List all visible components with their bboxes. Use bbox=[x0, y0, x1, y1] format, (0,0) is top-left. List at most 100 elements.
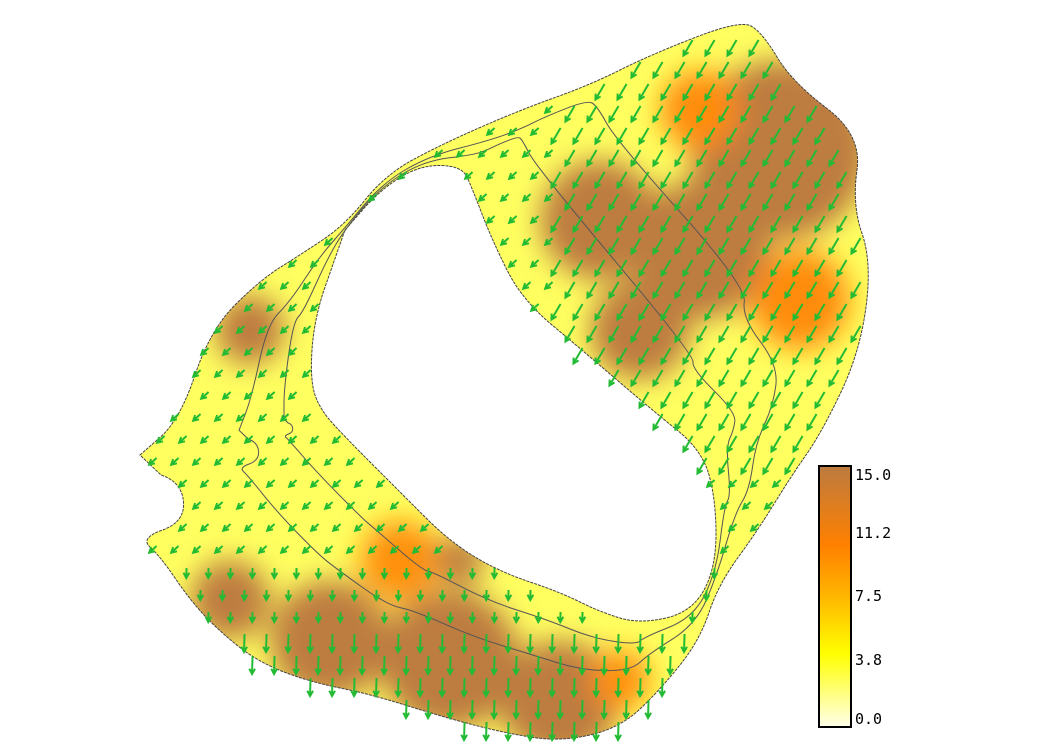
arrow-icon bbox=[658, 633, 666, 655]
arrow-icon bbox=[358, 611, 367, 625]
arrow-icon bbox=[265, 479, 276, 489]
arrow-icon bbox=[248, 567, 257, 581]
arrow-icon bbox=[616, 259, 628, 278]
arrow-icon bbox=[353, 479, 364, 489]
arrow-icon bbox=[674, 193, 686, 212]
arrow-icon bbox=[240, 589, 249, 603]
arrow-icon bbox=[235, 413, 246, 423]
arrow-icon bbox=[592, 721, 600, 743]
arrow-icon bbox=[726, 127, 738, 146]
arrow-icon bbox=[309, 259, 320, 269]
arrow-icon bbox=[578, 655, 586, 677]
arrow-icon bbox=[213, 545, 224, 555]
arrow-icon bbox=[177, 479, 188, 489]
arrow-icon bbox=[682, 171, 694, 190]
arrow-icon bbox=[507, 259, 518, 269]
arrow-icon bbox=[784, 369, 796, 388]
arrow-icon bbox=[306, 677, 314, 699]
arrow-icon bbox=[770, 215, 782, 234]
arrow-icon bbox=[169, 545, 180, 555]
arrow-icon bbox=[265, 347, 276, 357]
arrow-icon bbox=[704, 215, 716, 234]
arrow-icon bbox=[196, 589, 205, 603]
arrow-icon bbox=[740, 193, 752, 212]
arrow-icon bbox=[740, 325, 752, 344]
arrow-icon bbox=[726, 435, 738, 454]
arrow-icon bbox=[636, 677, 644, 699]
arrow-icon bbox=[682, 303, 694, 322]
arrow-icon bbox=[762, 193, 774, 212]
arrow-icon bbox=[446, 699, 454, 721]
arrow-icon bbox=[836, 303, 848, 322]
arrow-icon bbox=[358, 655, 366, 677]
arrow-icon bbox=[257, 413, 268, 423]
arrow-icon bbox=[704, 435, 716, 454]
arrow-icon bbox=[548, 677, 556, 699]
arrow-icon bbox=[507, 171, 518, 181]
arrow-icon bbox=[279, 457, 290, 467]
arrow-icon bbox=[614, 721, 622, 743]
arrow-icon bbox=[806, 325, 818, 344]
arrow-icon bbox=[704, 347, 716, 366]
heat-region bbox=[215, 295, 285, 365]
arrow-icon bbox=[572, 215, 584, 234]
arrow-icon bbox=[372, 677, 380, 699]
arrow-icon bbox=[169, 457, 180, 467]
arrow-icon bbox=[630, 193, 642, 212]
arrow-icon bbox=[265, 523, 276, 533]
arrow-icon bbox=[806, 193, 818, 212]
arrow-icon bbox=[806, 413, 818, 432]
arrow-icon bbox=[512, 611, 521, 625]
arrow-icon bbox=[622, 655, 630, 677]
arrow-icon bbox=[652, 413, 664, 432]
arrow-icon bbox=[345, 501, 356, 511]
arrow-icon bbox=[504, 677, 512, 699]
arrow-icon bbox=[652, 105, 664, 124]
arrow-icon bbox=[696, 457, 708, 476]
arrow-icon bbox=[594, 303, 606, 322]
arrow-icon bbox=[770, 171, 782, 190]
arrow-icon bbox=[279, 413, 290, 423]
arrow-icon bbox=[336, 567, 345, 581]
arrow-icon bbox=[740, 61, 752, 80]
arrow-icon bbox=[719, 501, 730, 511]
arrow-icon bbox=[594, 259, 606, 278]
arrow-icon bbox=[331, 523, 342, 533]
arrow-icon bbox=[608, 237, 620, 256]
arrow-icon bbox=[328, 677, 336, 699]
arrow-icon bbox=[543, 105, 554, 115]
arrow-icon bbox=[257, 457, 268, 467]
arrow-icon bbox=[438, 589, 447, 603]
arrow-icon bbox=[682, 435, 694, 454]
arrow-icon bbox=[328, 589, 337, 603]
arrow-icon bbox=[548, 721, 556, 743]
arrow-icon bbox=[191, 369, 202, 379]
arrow-icon bbox=[550, 259, 562, 278]
arrow-icon bbox=[221, 523, 232, 533]
arrow-icon bbox=[331, 435, 342, 445]
arrow-icon bbox=[644, 699, 652, 721]
heat-region bbox=[590, 280, 690, 380]
arrow-icon bbox=[614, 633, 622, 655]
arrow-icon bbox=[748, 215, 760, 234]
colorbar-tick-min: 0.0 bbox=[855, 710, 883, 728]
arrow-icon bbox=[468, 699, 476, 721]
arrow-icon bbox=[836, 171, 848, 190]
arrow-icon bbox=[529, 215, 540, 225]
arrow-icon bbox=[814, 347, 826, 366]
arrow-icon bbox=[380, 567, 389, 581]
arrow-icon bbox=[446, 567, 455, 581]
arrow-icon bbox=[850, 237, 862, 256]
arrow-icon bbox=[191, 413, 202, 423]
arrow-icon bbox=[726, 171, 738, 190]
arrow-icon bbox=[287, 259, 298, 269]
arrow-icon bbox=[726, 39, 738, 58]
arrow-icon bbox=[394, 589, 403, 603]
arrow-icon bbox=[279, 501, 290, 511]
arrow-icon bbox=[534, 655, 542, 677]
arrow-icon bbox=[213, 457, 224, 467]
colorbar-tick: 3.8 bbox=[855, 651, 883, 669]
arrow-icon bbox=[578, 699, 586, 721]
arrow-icon bbox=[828, 193, 840, 212]
